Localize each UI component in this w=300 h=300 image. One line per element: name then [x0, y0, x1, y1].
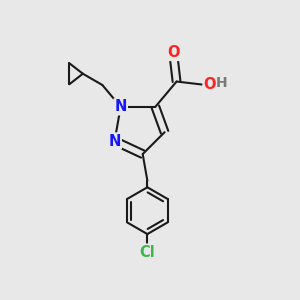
Text: H: H: [216, 76, 227, 90]
Text: N: N: [115, 99, 127, 114]
Text: Cl: Cl: [140, 244, 155, 260]
Text: O: O: [204, 77, 216, 92]
Text: N: N: [108, 134, 121, 148]
Text: O: O: [167, 45, 180, 60]
